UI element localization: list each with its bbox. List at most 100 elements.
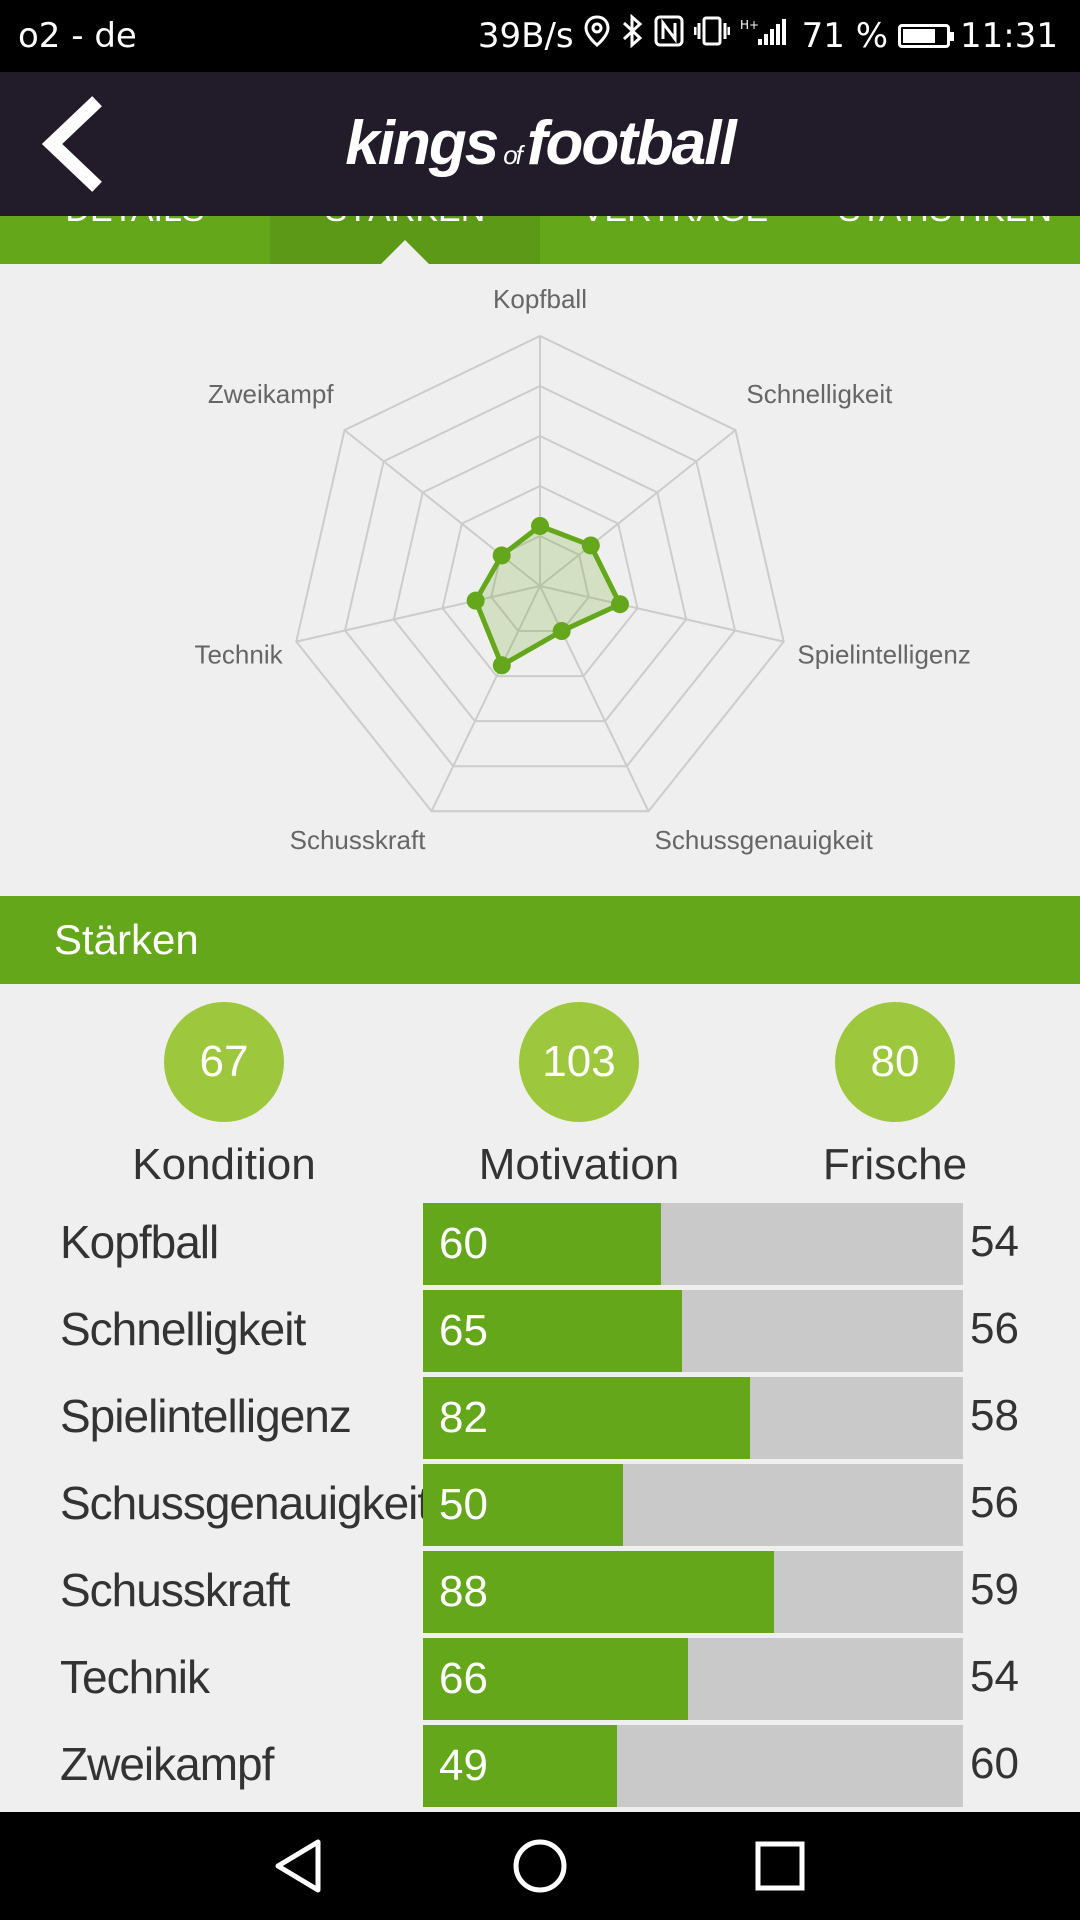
radar-point (531, 517, 549, 535)
tab-statistiken[interactable]: STATISTIKEN (810, 216, 1080, 264)
attribute-compare-value: 59 (970, 1565, 1019, 1614)
attribute-bar-track: 88 (423, 1551, 963, 1633)
attribute-value: 49 (439, 1741, 488, 1790)
nav-back-button[interactable] (270, 1836, 330, 1896)
radar-axis-label: Schnelligkeit (746, 379, 893, 409)
attribute-bar-fill: 50 (423, 1464, 623, 1546)
stat-label: Frische (822, 1140, 968, 1189)
attribute-compare-value: 56 (970, 1478, 1019, 1527)
attribute-row: Zweikampf 49 60 (0, 1725, 1080, 1807)
radar-point (492, 546, 511, 565)
stat-kondition: 67 Kondition (104, 1002, 344, 1190)
attribute-bar-track: 50 (423, 1464, 963, 1546)
app-bar: kings offootball (0, 72, 1080, 216)
attribute-row: Schussgenauigkeit 50 56 (0, 1464, 1080, 1546)
radar-grid-ring (343, 384, 737, 768)
signal-icon: H+ (740, 15, 792, 56)
stat-motivation: 103 Motivation (459, 1002, 699, 1190)
battery-icon (898, 23, 955, 48)
radar-point (492, 656, 511, 675)
radar-axis-label: Kopfball (493, 284, 587, 314)
radar-spoke (539, 585, 784, 643)
attribute-compare-value: 54 (970, 1652, 1019, 1701)
section-title: Stärken (54, 916, 199, 963)
circle-home-icon (513, 1839, 567, 1893)
attribute-value: 66 (439, 1654, 488, 1703)
attribute-row: Kopfball 60 54 (0, 1203, 1080, 1285)
attribute-row: Technik 66 54 (0, 1638, 1080, 1720)
strengths-radar-chart: Kopfball Schnelligkeit Spielintelligenz Sch… (194, 284, 970, 855)
section-header: Stärken (0, 896, 1080, 984)
tab-bar: DETAILS STÄRKEN VERTRÄGE STATISTIKEN (0, 216, 1080, 264)
attribute-name: Schussgenauigkeit (60, 1477, 430, 1529)
attribute-bar-track: 49 (423, 1725, 963, 1807)
radar-axis-label: Zweikampf (208, 379, 334, 409)
attribute-compare-value: 56 (970, 1304, 1019, 1353)
attribute-row: Schusskraft 88 59 (0, 1551, 1080, 1633)
attribute-name: Zweikampf (60, 1738, 274, 1790)
attribute-value: 60 (439, 1219, 488, 1268)
tab-vertraege[interactable]: VERTRÄGE (540, 216, 810, 264)
tab-details[interactable]: DETAILS (0, 216, 270, 264)
attribute-bar-track: 82 (423, 1377, 963, 1459)
radar-spoke (296, 585, 541, 643)
radar-axis-label: Schussgenauigkeit (655, 825, 874, 855)
carrier-label: o2 - de (18, 16, 137, 56)
attribute-name: Schusskraft (60, 1564, 290, 1616)
attribute-row: Spielintelligenz 82 58 (0, 1377, 1080, 1459)
attribute-bar-track: 65 (423, 1290, 963, 1372)
radar-axis-label: Technik (194, 640, 283, 670)
stat-frische: 80 Frische (775, 1002, 1015, 1190)
stat-label: Motivation (478, 1140, 680, 1189)
radar-grid-ring (441, 484, 639, 678)
chevron-left-icon (41, 96, 102, 192)
radar-grid-ring (295, 334, 785, 813)
radar-spoke (539, 429, 737, 587)
radar-point (581, 536, 600, 555)
radar-point (552, 622, 571, 641)
attribute-compare-value: 58 (970, 1391, 1019, 1440)
radar-grid-ring (392, 434, 688, 723)
status-bar: o2 - de 39B/s H+ 71 % 11:31 (0, 0, 1080, 72)
attribute-bar-fill: 65 (423, 1290, 683, 1372)
radar-axis-label: Spielintelligenz (797, 640, 970, 670)
battery-percent: 71 % (801, 15, 889, 56)
active-tab-indicator (381, 240, 429, 264)
radar-spoke (430, 585, 541, 812)
attribute-bar-track: 60 (423, 1203, 963, 1285)
system-nav-bar (0, 1812, 1080, 1920)
location-icon (584, 15, 610, 56)
svg-text:H+: H+ (740, 18, 759, 32)
stat-label: Kondition (132, 1140, 316, 1189)
attribute-compare-value: 60 (970, 1739, 1019, 1788)
stat-value: 103 (519, 1002, 639, 1122)
attribute-name: Spielintelligenz (60, 1390, 352, 1442)
clock: 11:31 (960, 15, 1058, 56)
network-speed: 39B/s (477, 15, 574, 56)
attribute-value: 50 (439, 1480, 488, 1529)
stat-value: 80 (835, 1002, 955, 1122)
attribute-bar-fill: 88 (423, 1551, 774, 1633)
attribute-row: Schnelligkeit 65 56 (0, 1290, 1080, 1372)
bluetooth-icon (620, 13, 644, 57)
vibrate-icon (693, 15, 731, 56)
attribute-value: 65 (439, 1306, 488, 1355)
attribute-value: 82 (439, 1393, 488, 1442)
triangle-back-icon (275, 1839, 321, 1893)
nfc-icon (654, 15, 684, 56)
stat-value: 67 (164, 1002, 284, 1122)
attribute-name: Kopfball (60, 1216, 219, 1268)
attribute-bar-fill: 60 (423, 1203, 661, 1285)
attribute-bar-fill: 66 (423, 1638, 688, 1720)
back-button[interactable] (30, 94, 130, 194)
attribute-name: Schnelligkeit (60, 1303, 306, 1355)
nav-recents-button[interactable] (750, 1836, 810, 1896)
attribute-name: Technik (60, 1651, 210, 1703)
radar-point (610, 595, 629, 614)
radar-point (466, 591, 485, 610)
attribute-compare-value: 54 (970, 1217, 1019, 1266)
radar-axis-label: Schusskraft (290, 825, 427, 855)
app-logo: kings offootball (345, 109, 736, 178)
attribute-bar-fill: 49 (423, 1725, 618, 1807)
nav-home-button[interactable] (510, 1836, 570, 1896)
